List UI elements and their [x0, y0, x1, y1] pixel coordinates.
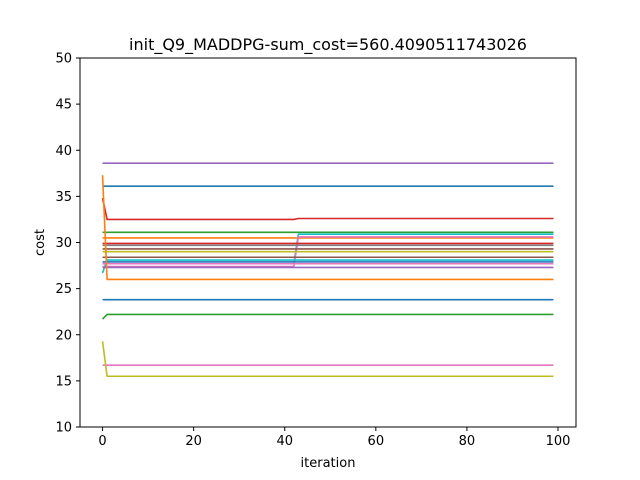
plot-area: [80, 58, 576, 427]
chart-title: init_Q9_MADDPG-sum_cost=560.409051174302…: [129, 35, 527, 55]
y-tick-label: 15: [55, 374, 72, 389]
axes-frame: [79, 57, 577, 428]
y-tick-label: 40: [55, 144, 72, 159]
series-line-19: [101, 313, 554, 320]
series-layer: [101, 162, 554, 378]
series-line-21: [101, 341, 554, 378]
x-tick-label: 0: [98, 434, 106, 449]
y-tick-label: 20: [55, 328, 72, 343]
x-tick-label: 60: [368, 434, 385, 449]
y-tick-label: 30: [55, 236, 72, 251]
y-axis-ticks: 10 15 20 25 30 35 40 45 50: [55, 52, 80, 436]
x-tick-label: 40: [276, 434, 293, 449]
series-line-13: [101, 259, 554, 274]
y-tick-label: 25: [55, 282, 72, 297]
y-tick-label: 45: [55, 98, 72, 113]
y-tick-label: 50: [55, 52, 72, 67]
series-line-3: [101, 198, 554, 221]
y-axis-label: cost: [33, 229, 48, 256]
x-tick-label: 20: [185, 434, 202, 449]
y-tick-label: 35: [55, 190, 72, 205]
x-tick-label: 80: [459, 434, 476, 449]
y-tick-label: 10: [55, 421, 72, 436]
x-tick-label: 100: [546, 434, 571, 449]
series-line-17: [101, 175, 554, 281]
x-axis-ticks: 0 20 40 60 80 100: [98, 427, 570, 449]
x-axis-label: iteration: [301, 456, 356, 471]
